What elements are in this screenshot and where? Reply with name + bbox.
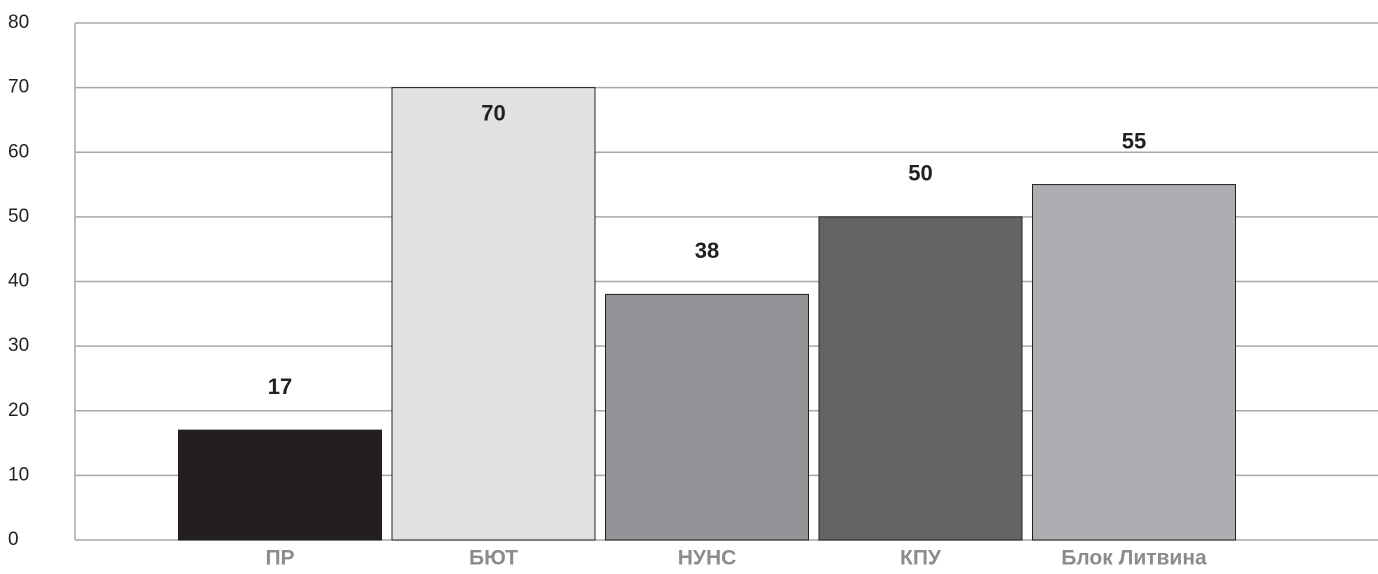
x-tick-label: БЮТ <box>469 547 518 570</box>
bar <box>1032 184 1236 541</box>
bar <box>605 293 809 541</box>
x-tick-label: Блок Литвина <box>1061 547 1207 570</box>
y-tick-label: 30 <box>8 335 29 356</box>
y-tick-label: 60 <box>8 141 29 162</box>
y-tick-label: 20 <box>8 400 29 421</box>
y-tick-label: 80 <box>8 12 29 33</box>
value-label: 50 <box>908 161 932 186</box>
bar <box>178 429 382 541</box>
value-label: 70 <box>481 100 505 125</box>
bar <box>391 87 596 541</box>
x-tick-label: КПУ <box>900 547 942 570</box>
y-tick-label: 0 <box>8 529 19 550</box>
value-label: 17 <box>268 374 292 399</box>
y-tick-label: 40 <box>8 271 29 292</box>
y-tick-label: 70 <box>8 77 29 98</box>
y-tick-label: 10 <box>8 464 29 485</box>
value-label: 55 <box>1122 128 1146 153</box>
value-label: 38 <box>695 238 719 263</box>
x-tick-label: ПР <box>265 547 294 570</box>
x-tick-label: НУНС <box>678 547 737 570</box>
bar <box>818 216 1023 541</box>
y-tick-label: 50 <box>8 206 29 227</box>
